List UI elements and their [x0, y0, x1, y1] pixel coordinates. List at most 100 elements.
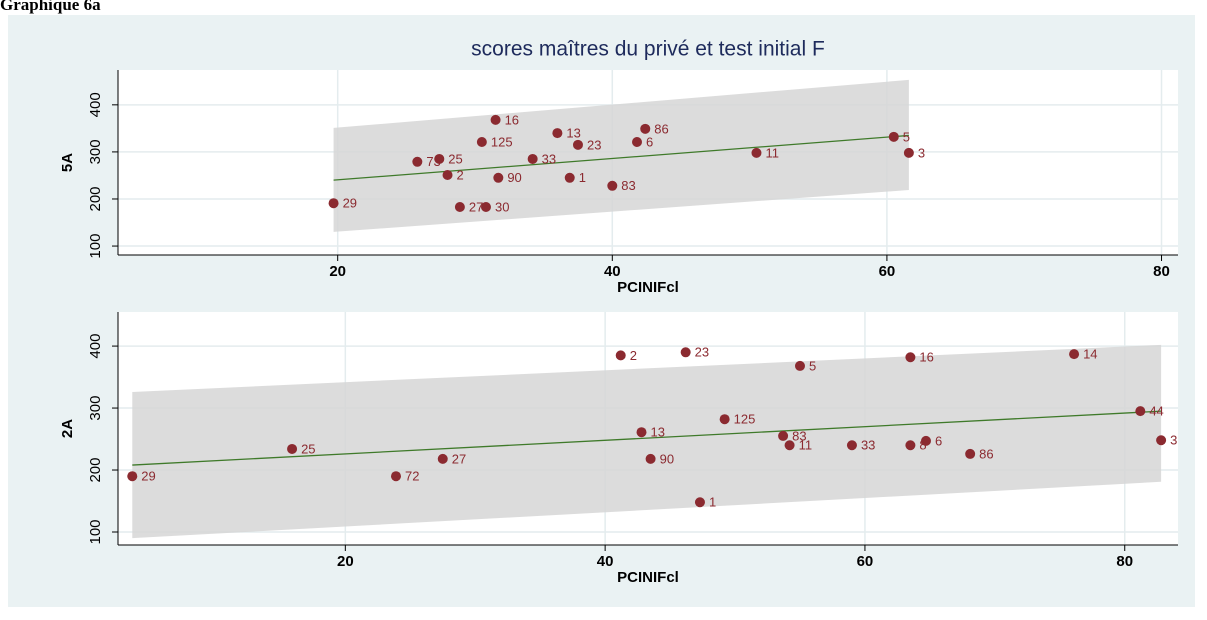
point	[607, 180, 618, 191]
point-label: 29	[141, 469, 155, 484]
point-label: 1	[579, 170, 586, 185]
x-tick-label: 80	[1116, 553, 1133, 570]
chart-title: scores maîtres du privé et test initial …	[471, 38, 825, 61]
point	[412, 156, 423, 167]
confidence-band	[333, 79, 909, 232]
y-tick-label: 100	[87, 519, 104, 544]
point-label: 16	[919, 350, 933, 365]
point-label: 125	[734, 412, 756, 427]
point-label: 2	[457, 167, 464, 182]
point-label: 86	[979, 446, 993, 461]
point-label: 23	[695, 345, 709, 360]
point-label: 1	[709, 495, 716, 510]
point	[719, 414, 730, 425]
point-label: 90	[507, 170, 521, 185]
point-label: 86	[654, 121, 668, 136]
point-label: 25	[448, 151, 462, 166]
point	[127, 471, 138, 482]
y-axis-label: 2A	[59, 419, 76, 438]
point	[888, 131, 899, 142]
point	[1069, 349, 1080, 360]
point-label: 6	[646, 134, 653, 149]
point-label: 13	[651, 425, 665, 440]
point	[454, 201, 465, 212]
x-tick-label: 60	[857, 553, 874, 570]
fit-line	[132, 410, 1162, 466]
point	[1156, 435, 1167, 446]
point-label: 29	[343, 196, 357, 211]
y-tick-label: 400	[87, 92, 104, 117]
point-label: 33	[542, 151, 556, 166]
point	[564, 172, 575, 183]
y-tick-label: 300	[87, 139, 104, 164]
x-tick-label: 40	[597, 553, 614, 570]
point	[490, 114, 501, 125]
point	[632, 137, 643, 148]
point-label: 72	[405, 469, 419, 484]
point	[640, 123, 651, 134]
point-label: 90	[660, 451, 674, 466]
y-tick-label: 400	[87, 334, 104, 359]
point-label: 11	[799, 438, 813, 453]
point	[903, 147, 914, 158]
point-label: 5	[809, 358, 816, 373]
point	[328, 198, 339, 209]
y-tick-label: 100	[87, 234, 104, 259]
point	[442, 169, 453, 180]
point	[437, 453, 448, 464]
point	[552, 128, 563, 139]
point-label: 14	[1083, 347, 1097, 362]
point	[751, 147, 762, 158]
point	[694, 497, 705, 508]
point	[645, 453, 656, 464]
point	[434, 153, 445, 164]
point-label: 27	[469, 199, 483, 214]
page-heading: Graphique 6a	[0, 0, 101, 14]
point-label: 2	[630, 348, 637, 363]
point	[784, 440, 795, 451]
point	[905, 352, 916, 363]
point	[965, 448, 976, 459]
point	[480, 201, 491, 212]
confidence-band	[132, 344, 1162, 539]
point-label: 6	[935, 433, 942, 448]
point-label: 27	[452, 451, 466, 466]
point	[476, 137, 487, 148]
point-label: 25	[301, 441, 315, 456]
fit-line	[333, 134, 909, 181]
y-tick-label: 300	[87, 396, 104, 421]
point	[572, 139, 583, 150]
y-tick-label: 200	[87, 458, 104, 483]
point	[905, 440, 916, 451]
point	[846, 440, 857, 451]
y-axis-label: 5A	[59, 153, 76, 172]
point-label: 83	[792, 428, 806, 443]
point-label: 3	[1170, 433, 1177, 448]
point	[680, 347, 691, 358]
point-label: 23	[587, 137, 601, 152]
point	[493, 172, 504, 183]
point-label: 83	[621, 178, 635, 193]
x-tick-label: 60	[879, 263, 896, 280]
point	[287, 443, 298, 454]
point-label: 8	[919, 438, 926, 453]
point	[636, 427, 647, 438]
point	[778, 430, 789, 441]
point-label: 16	[505, 112, 519, 127]
x-tick-label: 20	[329, 263, 346, 280]
point-label: 3	[918, 145, 925, 160]
x-tick-label: 40	[604, 263, 621, 280]
point-label: 13	[566, 126, 580, 141]
x-axis-label: PCINIFcl	[617, 569, 679, 586]
x-tick-label: 80	[1153, 263, 1170, 280]
point	[390, 471, 401, 482]
point-label: 5	[903, 129, 910, 144]
y-tick-label: 200	[87, 186, 104, 211]
x-tick-label: 20	[337, 553, 354, 570]
point	[1135, 406, 1146, 417]
point-label: 33	[861, 438, 875, 453]
point	[615, 350, 626, 361]
point-label: 30	[495, 199, 509, 214]
